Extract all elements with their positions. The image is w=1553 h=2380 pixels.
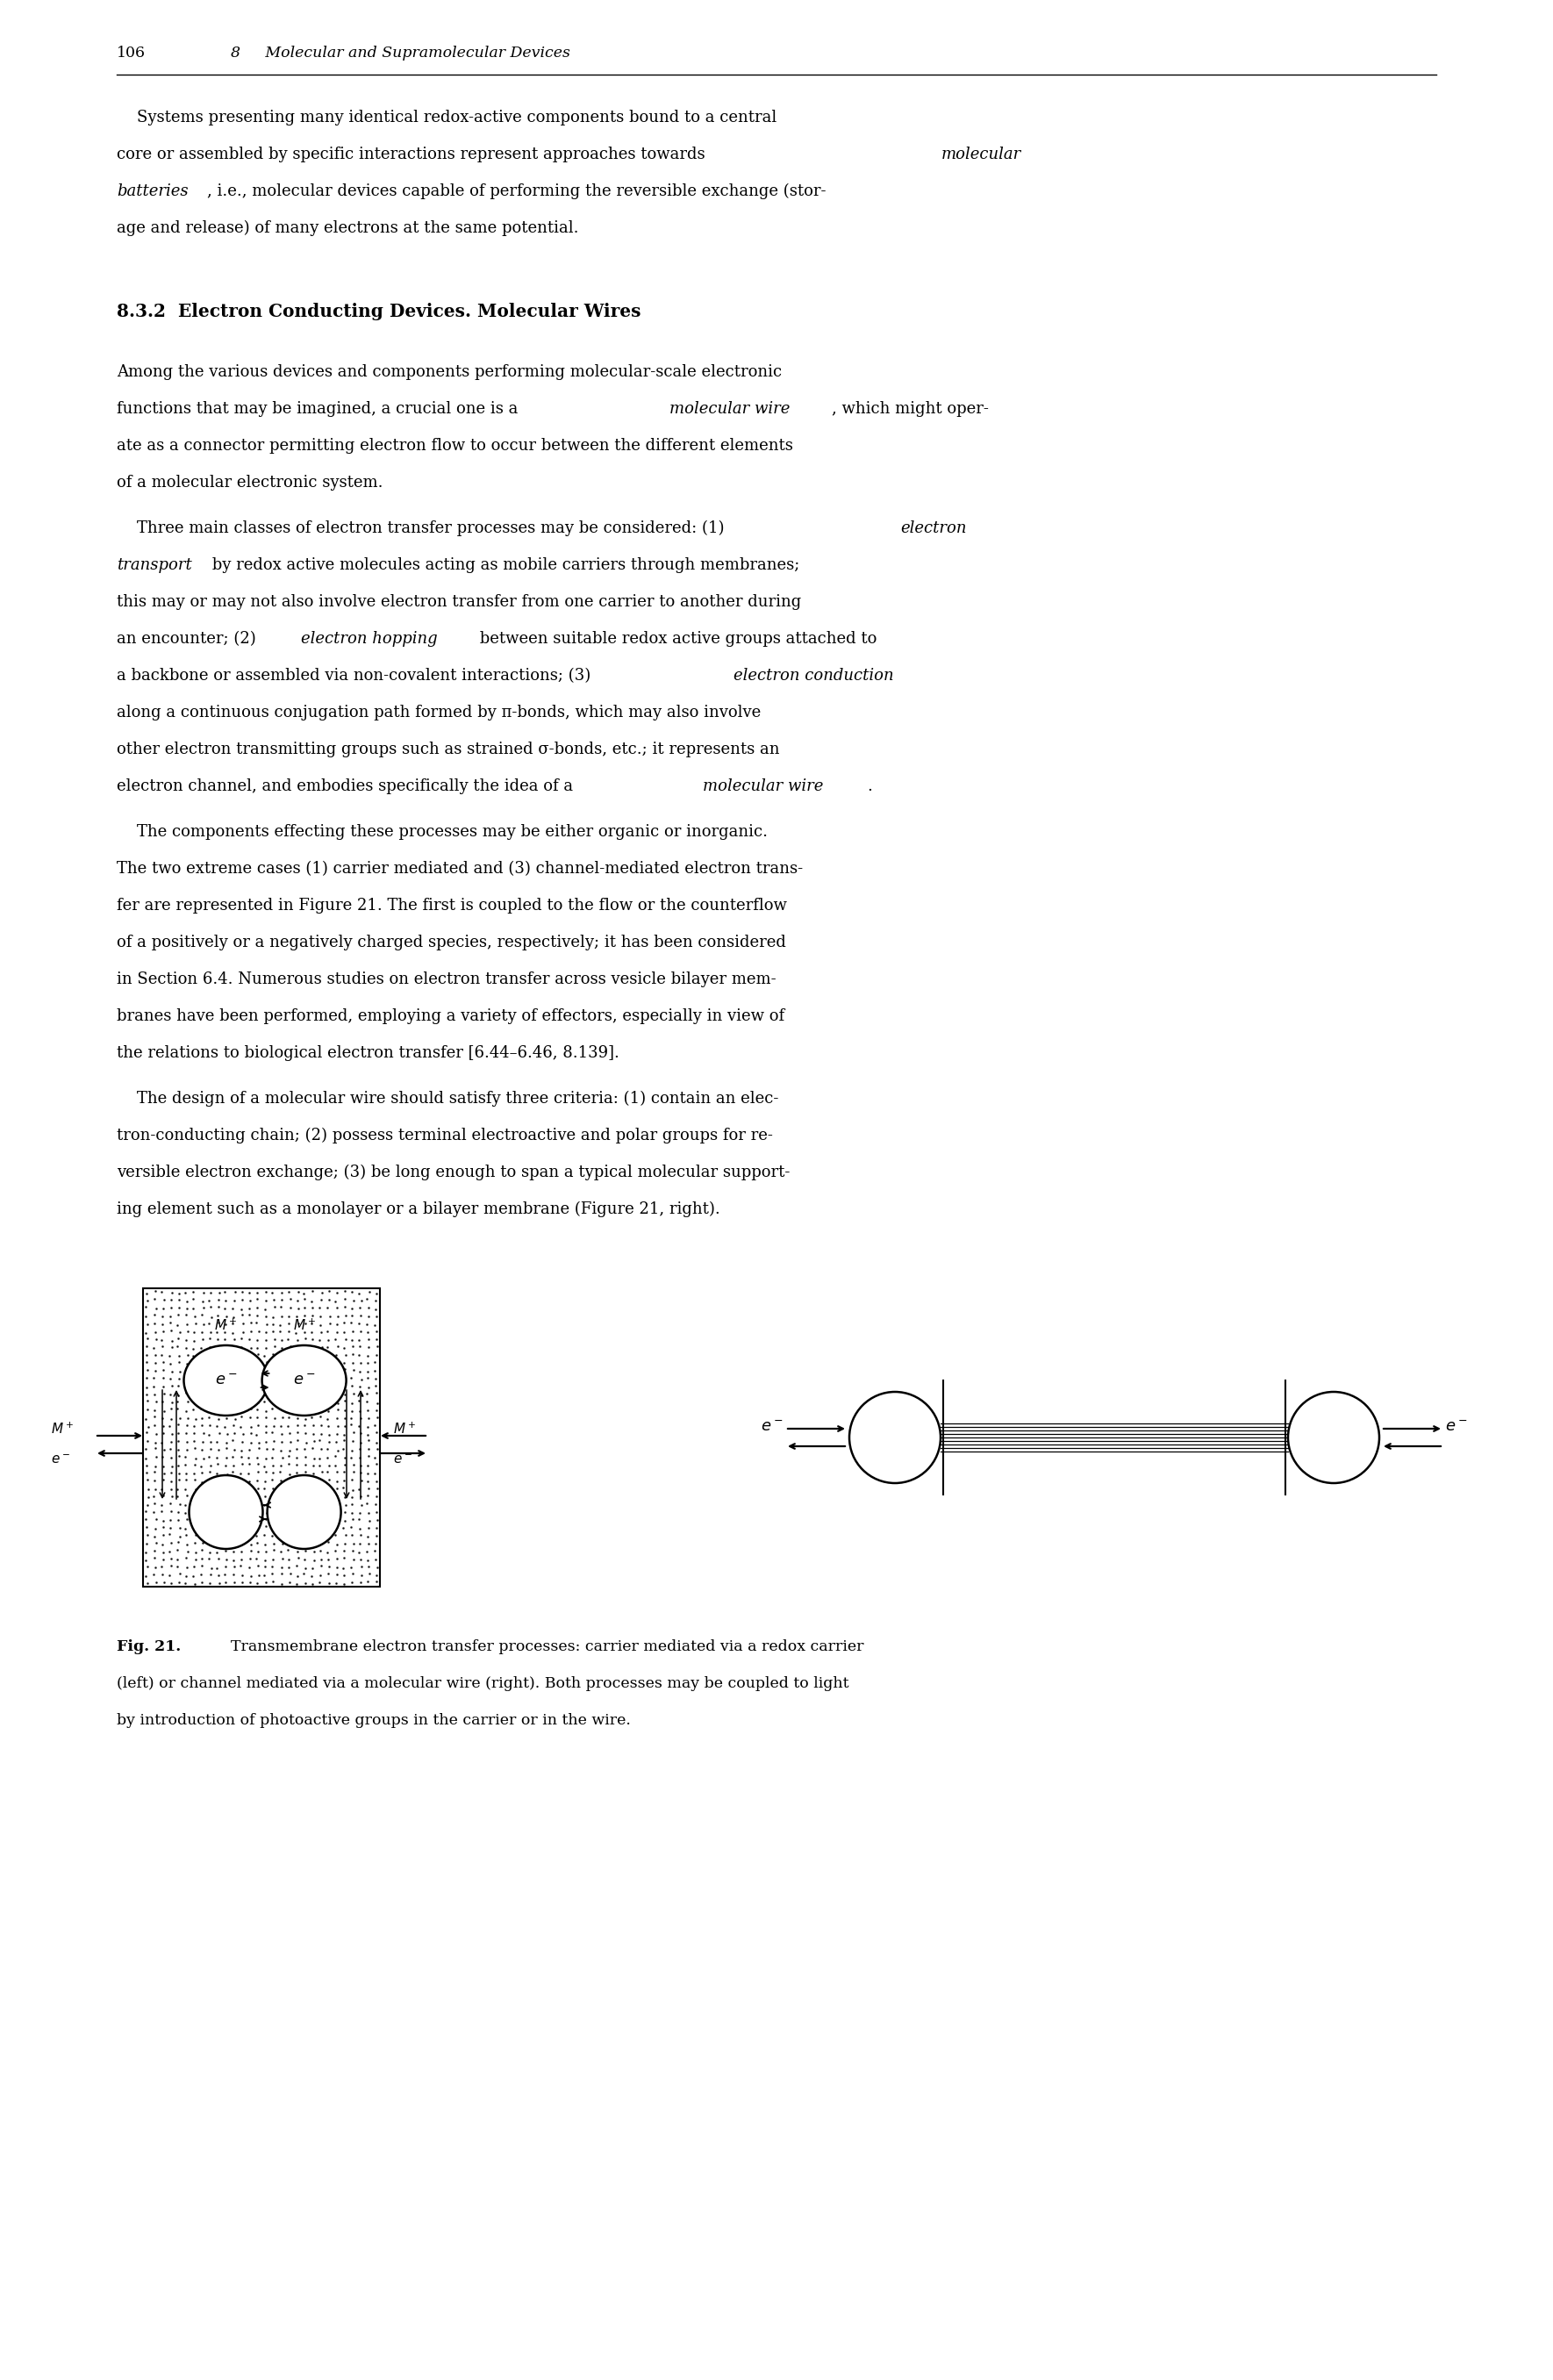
Text: fer are represented in Figure 21. The first is coupled to the flow or the counte: fer are represented in Figure 21. The fi… bbox=[116, 897, 787, 914]
Text: $e^-$: $e^-$ bbox=[761, 1418, 784, 1435]
Text: electron hopping: electron hopping bbox=[301, 631, 438, 647]
Text: The two extreme cases (1) carrier mediated and (3) channel-mediated electron tra: The two extreme cases (1) carrier mediat… bbox=[116, 862, 803, 876]
Text: 8.3.2  Electron Conducting Devices. Molecular Wires: 8.3.2 Electron Conducting Devices. Molec… bbox=[116, 302, 641, 321]
Text: ing element such as a monolayer or a bilayer membrane (Figure 21, right).: ing element such as a monolayer or a bil… bbox=[116, 1202, 721, 1219]
Text: 8   Molecular and Supramolecular Devices: 8 Molecular and Supramolecular Devices bbox=[231, 45, 570, 60]
Text: branes have been performed, employing a variety of effectors, especially in view: branes have been performed, employing a … bbox=[116, 1009, 784, 1023]
Text: molecular: molecular bbox=[941, 148, 1022, 162]
Text: $e^-$: $e^-$ bbox=[51, 1454, 70, 1466]
Text: this may or may not also involve electron transfer from one carrier to another d: this may or may not also involve electro… bbox=[116, 595, 801, 609]
Text: Fig. 21.: Fig. 21. bbox=[116, 1640, 182, 1654]
Text: , i.e., molecular devices capable of performing the reversible exchange (stor-: , i.e., molecular devices capable of per… bbox=[207, 183, 826, 200]
Text: electron channel, and embodies specifically the idea of a: electron channel, and embodies specifica… bbox=[116, 778, 578, 795]
Text: a backbone or assembled via non-covalent interactions; (3): a backbone or assembled via non-covalent… bbox=[116, 669, 596, 683]
Text: $e^-$: $e^-$ bbox=[393, 1454, 413, 1466]
Ellipse shape bbox=[183, 1345, 269, 1416]
Text: Transmembrane electron transfer processes: carrier mediated via a redox carrier: Transmembrane electron transfer processe… bbox=[211, 1640, 863, 1654]
Bar bbox=[143, 1288, 380, 1587]
Text: versible electron exchange; (3) be long enough to span a typical molecular suppo: versible electron exchange; (3) be long … bbox=[116, 1164, 790, 1180]
Text: The components effecting these processes may be either organic or inorganic.: The components effecting these processes… bbox=[116, 823, 767, 840]
Circle shape bbox=[1287, 1392, 1379, 1483]
Text: tron-conducting chain; (2) possess terminal electroactive and polar groups for r: tron-conducting chain; (2) possess termi… bbox=[116, 1128, 773, 1145]
Circle shape bbox=[267, 1476, 342, 1549]
Text: electron conduction: electron conduction bbox=[733, 669, 893, 683]
Text: $e^-$: $e^-$ bbox=[214, 1373, 238, 1388]
Text: molecular wire: molecular wire bbox=[704, 778, 823, 795]
Text: functions that may be imagined, a crucial one is a: functions that may be imagined, a crucia… bbox=[116, 402, 523, 416]
Text: , which might oper-: , which might oper- bbox=[832, 402, 989, 416]
Text: ate as a connector permitting electron flow to occur between the different eleme: ate as a connector permitting electron f… bbox=[116, 438, 794, 455]
Circle shape bbox=[189, 1476, 262, 1549]
Text: electron: electron bbox=[901, 521, 966, 536]
Text: $M^+$: $M^+$ bbox=[292, 1319, 315, 1333]
Text: $M^+$: $M^+$ bbox=[393, 1421, 416, 1435]
Text: age and release) of many electrons at the same potential.: age and release) of many electrons at th… bbox=[116, 221, 579, 236]
Text: along a continuous conjugation path formed by π-bonds, which may also involve: along a continuous conjugation path form… bbox=[116, 704, 761, 721]
Text: in Section 6.4. Numerous studies on electron transfer across vesicle bilayer mem: in Section 6.4. Numerous studies on elec… bbox=[116, 971, 776, 988]
Text: Three main classes of electron transfer processes may be considered: (1): Three main classes of electron transfer … bbox=[116, 521, 730, 536]
Circle shape bbox=[849, 1392, 941, 1483]
Text: of a molecular electronic system.: of a molecular electronic system. bbox=[116, 474, 384, 490]
Text: between suitable redox active groups attached to: between suitable redox active groups att… bbox=[475, 631, 877, 647]
Text: of a positively or a negatively charged species, respectively; it has been consi: of a positively or a negatively charged … bbox=[116, 935, 786, 950]
Text: 106: 106 bbox=[116, 45, 146, 60]
Text: The design of a molecular wire should satisfy three criteria: (1) contain an ele: The design of a molecular wire should sa… bbox=[116, 1090, 778, 1107]
Text: by redox active molecules acting as mobile carriers through membranes;: by redox active molecules acting as mobi… bbox=[207, 557, 800, 574]
Text: $M^+$: $M^+$ bbox=[214, 1319, 238, 1333]
Text: $e^-$: $e^-$ bbox=[294, 1373, 315, 1388]
Text: other electron transmitting groups such as strained σ-bonds, etc.; it represents: other electron transmitting groups such … bbox=[116, 743, 780, 757]
Text: (left) or channel mediated via a molecular wire (right). Both processes may be c: (left) or channel mediated via a molecul… bbox=[116, 1676, 849, 1692]
Text: transport: transport bbox=[116, 557, 193, 574]
Text: an encounter; (2): an encounter; (2) bbox=[116, 631, 261, 647]
Text: batteries: batteries bbox=[116, 183, 188, 200]
Text: molecular wire: molecular wire bbox=[669, 402, 790, 416]
Text: Among the various devices and components performing molecular-scale electronic: Among the various devices and components… bbox=[116, 364, 781, 381]
Ellipse shape bbox=[262, 1345, 346, 1416]
Text: core or assembled by specific interactions represent approaches towards: core or assembled by specific interactio… bbox=[116, 148, 710, 162]
Text: the relations to biological electron transfer [6.44–6.46, 8.139].: the relations to biological electron tra… bbox=[116, 1045, 620, 1061]
Text: Systems presenting many identical redox-active components bound to a central: Systems presenting many identical redox-… bbox=[116, 109, 776, 126]
Text: by introduction of photoactive groups in the carrier or in the wire.: by introduction of photoactive groups in… bbox=[116, 1714, 631, 1728]
Text: $e^-$: $e^-$ bbox=[1446, 1418, 1468, 1435]
Text: $M^+$: $M^+$ bbox=[51, 1421, 75, 1435]
Text: .: . bbox=[867, 778, 873, 795]
